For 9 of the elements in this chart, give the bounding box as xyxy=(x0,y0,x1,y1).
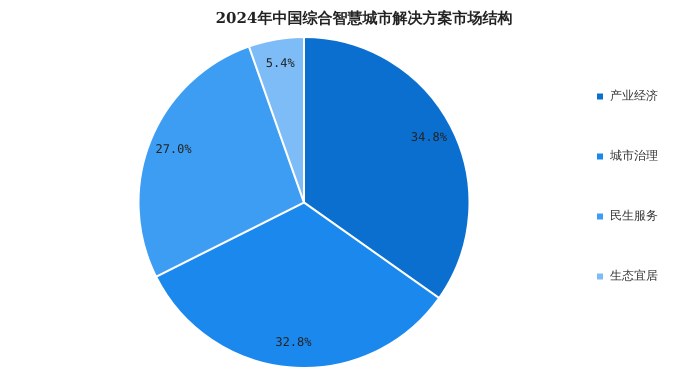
data-label: 5.4% xyxy=(266,56,296,70)
data-label: 27.0% xyxy=(155,142,192,156)
data-label: 32.8% xyxy=(275,334,312,349)
legend-label: 城市治理 xyxy=(609,148,658,163)
data-label: 34.8% xyxy=(410,130,448,144)
legend-label: 民生服务 xyxy=(610,208,658,223)
legend-label: 产业经济 xyxy=(610,88,658,103)
chart-title: 2024年中国综合智慧城市解决方案市场结构 xyxy=(216,8,512,27)
legend-label: 生态宜居 xyxy=(610,268,658,283)
